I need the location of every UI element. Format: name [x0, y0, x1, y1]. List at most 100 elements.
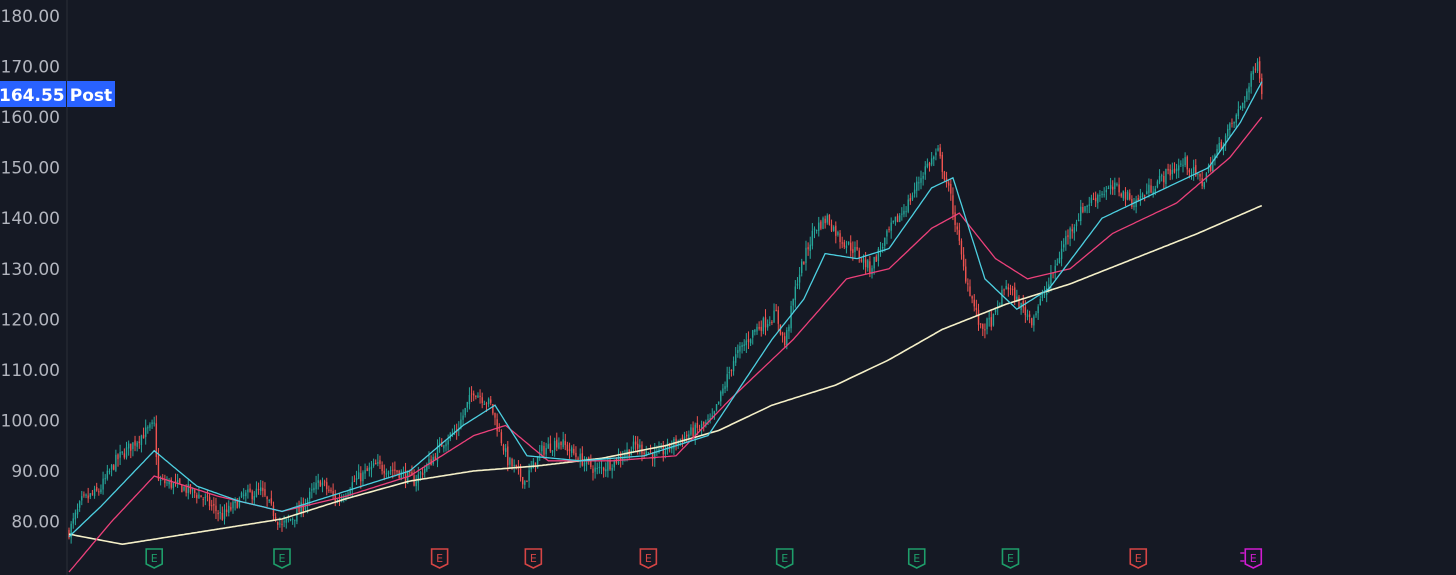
- earnings-badge[interactable]: E: [639, 548, 658, 569]
- candle-up: [219, 511, 221, 514]
- candle-down: [730, 370, 733, 372]
- candle-up: [720, 391, 722, 402]
- candle-up: [1005, 285, 1007, 290]
- candle-down: [896, 215, 899, 222]
- candle-up: [1126, 191, 1129, 200]
- candle-down: [573, 448, 575, 454]
- candle-down: [534, 462, 537, 468]
- price-axis[interactable]: 180.00 170.00 160.00 150.00 140.00 130.00 120.…: [1, 7, 60, 533]
- candle-up: [611, 467, 613, 471]
- candle-down: [481, 397, 483, 404]
- candle-up: [1182, 164, 1184, 166]
- candle-up: [1035, 313, 1037, 316]
- candle-up: [749, 339, 752, 344]
- candle-up: [536, 456, 539, 469]
- candle-down: [556, 439, 558, 448]
- candle-down: [1220, 141, 1223, 150]
- candle-down: [507, 446, 509, 466]
- y-tick-label: 180.00: [1, 7, 60, 27]
- candle-down: [211, 505, 213, 507]
- earnings-badge[interactable]: E: [907, 548, 926, 569]
- earnings-badge[interactable]: E: [1001, 548, 1020, 569]
- candle-up: [1246, 91, 1248, 100]
- candle-up: [1043, 293, 1046, 295]
- candle-up: [890, 222, 892, 231]
- candle-down: [560, 441, 562, 446]
- candle-down: [230, 507, 232, 510]
- candle-up: [826, 215, 828, 223]
- candle-down: [1071, 229, 1073, 232]
- candle-down: [856, 247, 858, 250]
- candle-down: [592, 468, 594, 473]
- earnings-badge[interactable]: E: [775, 548, 794, 569]
- candle-up: [477, 395, 479, 398]
- candle-down: [1067, 235, 1069, 238]
- earnings-badge[interactable]: E: [430, 548, 449, 569]
- candle-up: [1063, 244, 1065, 248]
- candle-down: [319, 481, 322, 487]
- earnings-badge[interactable]: E: [145, 548, 163, 569]
- candle-down: [1195, 165, 1197, 176]
- candle-up: [76, 508, 79, 515]
- candle-up: [545, 448, 547, 455]
- candle-up: [357, 472, 360, 479]
- candle-up: [1178, 165, 1180, 171]
- candle-down: [411, 471, 413, 476]
- candle-up: [818, 222, 820, 231]
- candle-down: [777, 310, 779, 324]
- candle-up: [547, 444, 549, 449]
- candle-up: [389, 470, 392, 472]
- candle-up: [1105, 190, 1108, 193]
- candle-up: [762, 318, 765, 332]
- earnings-badge[interactable]: E: [1129, 548, 1148, 569]
- candle-up: [679, 439, 682, 441]
- candle-up: [255, 488, 258, 498]
- candle-up: [901, 213, 903, 215]
- candle-down: [875, 256, 877, 262]
- candle-down: [828, 214, 831, 225]
- candle-up: [321, 482, 324, 486]
- candle-down: [984, 329, 986, 331]
- candle-down: [251, 491, 253, 500]
- candle-down: [302, 503, 304, 511]
- candle-up: [1235, 114, 1237, 123]
- candle-down: [864, 259, 867, 268]
- candle-up: [153, 422, 155, 424]
- candle-up: [732, 361, 735, 372]
- candle-up: [700, 423, 703, 429]
- candle-up: [937, 148, 939, 151]
- earnings-label: E: [279, 552, 286, 565]
- candle-up: [247, 489, 249, 493]
- candle-down: [835, 225, 837, 236]
- candle-up: [562, 439, 564, 447]
- candle-up: [72, 518, 74, 524]
- candle-up: [1048, 284, 1050, 289]
- candle-up: [583, 462, 586, 467]
- candle-up: [1084, 206, 1086, 212]
- candle-up: [468, 394, 471, 405]
- candle-down: [221, 512, 224, 520]
- candle-down: [960, 240, 963, 255]
- candle-up: [881, 246, 884, 249]
- candle-up: [1073, 227, 1076, 234]
- candle-down: [179, 478, 181, 484]
- candle-down: [479, 395, 481, 398]
- candle-up: [289, 519, 292, 521]
- candle-up: [847, 241, 850, 245]
- candle-up: [1114, 182, 1116, 189]
- candle-down: [1014, 287, 1016, 303]
- y-tick-label: 150.00: [1, 159, 60, 179]
- candle-up: [1252, 70, 1254, 75]
- earnings-badge[interactable]: E: [273, 548, 291, 569]
- candle-up: [1156, 181, 1159, 188]
- earnings-badge[interactable]: E: [1240, 548, 1263, 569]
- candle-down: [967, 283, 969, 285]
- earnings-badge[interactable]: E: [524, 548, 543, 569]
- candle-down: [1167, 168, 1169, 171]
- candle-up: [1080, 206, 1082, 222]
- candle-down: [1003, 289, 1005, 291]
- candle-up: [1135, 199, 1137, 208]
- candle-down: [519, 466, 522, 478]
